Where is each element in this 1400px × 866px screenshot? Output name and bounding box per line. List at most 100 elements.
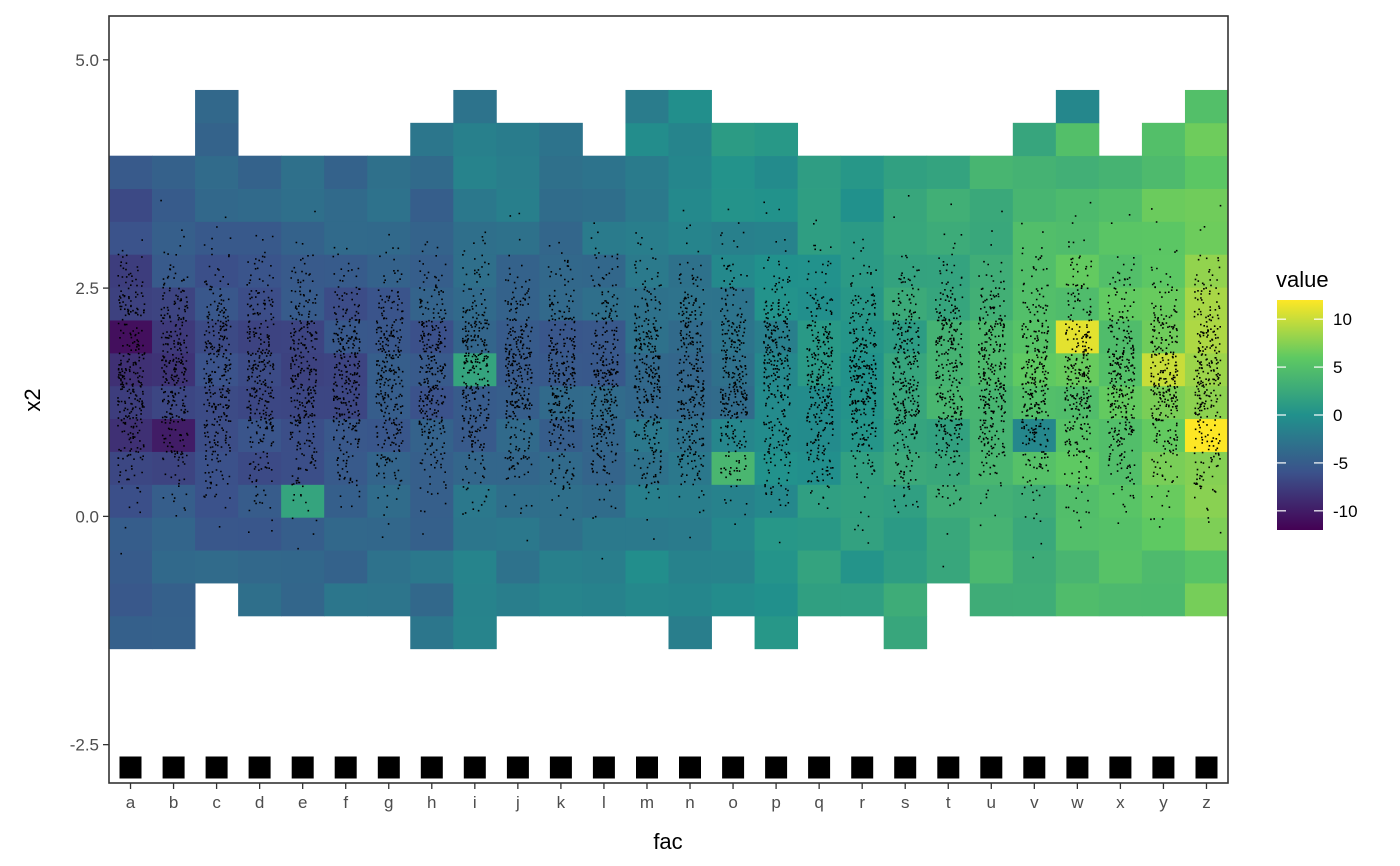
heatmap-cell	[453, 517, 497, 551]
heatmap-cell	[324, 484, 368, 518]
heatmap-cell	[883, 155, 928, 189]
heatmap-cell	[410, 451, 454, 485]
heatmap-cell	[195, 254, 239, 288]
heatmap-cell	[840, 550, 885, 584]
heatmap-cell	[625, 188, 669, 222]
rug-mark-o	[722, 756, 745, 779]
heatmap-cell	[1055, 352, 1100, 387]
heatmap-cell	[1184, 221, 1229, 255]
heatmap-cell	[711, 122, 755, 157]
heatmap-cell	[1098, 320, 1143, 354]
heatmap-cell	[539, 122, 583, 157]
heatmap-cell	[625, 517, 669, 551]
heatmap-cell	[1012, 517, 1057, 551]
heatmap-cell	[668, 320, 712, 354]
heatmap-cell	[410, 418, 454, 452]
heatmap-cell	[711, 517, 755, 551]
heatmap-cell	[1098, 583, 1143, 617]
heatmap-cell	[496, 155, 540, 189]
heatmap-cell	[496, 451, 540, 485]
heatmap-cell	[582, 320, 626, 354]
rug-mark-y	[1152, 756, 1175, 779]
heatmap-cell	[281, 418, 325, 452]
heatmap-cell	[1098, 155, 1143, 189]
heatmap-cell	[754, 122, 799, 157]
heatmap-cell	[969, 188, 1014, 222]
heatmap-cell	[668, 583, 712, 617]
heatmap-cell	[840, 583, 885, 617]
heatmap-cell	[496, 254, 540, 288]
heatmap-cell	[281, 451, 325, 485]
heatmap-cell	[1012, 418, 1057, 452]
heatmap-cell	[1141, 517, 1186, 551]
heatmap-cell	[367, 583, 411, 617]
heatmap-cell	[324, 155, 368, 189]
heatmap-cell	[195, 122, 239, 157]
heatmap-cell	[840, 352, 885, 387]
heatmap-cell	[754, 451, 799, 485]
heatmap-cell	[109, 287, 153, 321]
heatmap-cell	[711, 550, 755, 584]
heatmap-cell	[1141, 122, 1186, 157]
heatmap-cell	[410, 583, 454, 617]
heatmap-cell	[453, 451, 497, 485]
heatmap-cell	[281, 550, 325, 584]
heatmap-cell	[152, 320, 196, 354]
heatmap-cell	[668, 418, 712, 452]
y-axis-title: x2	[20, 388, 45, 411]
heatmap-cell	[453, 155, 497, 189]
x-tick-label: e	[298, 793, 307, 812]
heatmap-cell	[281, 221, 325, 255]
heatmap-cell	[1141, 155, 1186, 189]
heatmap-cell	[410, 615, 454, 650]
heatmap-cell	[281, 517, 325, 551]
heatmap-cell	[1012, 221, 1057, 255]
heatmap-cell	[926, 320, 971, 354]
heatmap-cell	[1098, 550, 1143, 584]
heatmap-cell	[496, 385, 540, 420]
jitter-points-s	[892, 195, 921, 514]
jitter-points-v	[1021, 222, 1050, 559]
rug-mark-u	[980, 756, 1003, 779]
heatmap-cell	[410, 320, 454, 354]
heatmap-cell	[539, 221, 583, 255]
heatmap-cell	[238, 583, 282, 617]
heatmap-cell	[367, 188, 411, 222]
heatmap-cell	[969, 484, 1014, 518]
heatmap-cell	[625, 89, 669, 124]
heatmap-cell	[797, 320, 842, 354]
x-axis-title: fac	[653, 829, 682, 854]
rug-mark-z	[1195, 756, 1218, 779]
heatmap-cell	[840, 484, 885, 518]
heatmap-cell	[453, 89, 497, 124]
x-axis: a b c d e f g h i j k l m n o p q r s t u v w x y z	[126, 783, 1211, 812]
heatmap-cell	[668, 155, 712, 189]
heatmap-cell	[582, 221, 626, 255]
heatmap-cell	[797, 517, 842, 551]
rug-mark-h	[420, 756, 443, 779]
x-tick-label: a	[126, 793, 136, 812]
heatmap-cell	[711, 320, 755, 354]
heatmap-cell	[410, 352, 454, 387]
heatmap-cell	[109, 615, 153, 650]
heatmap-cell	[883, 221, 928, 255]
heatmap-cell	[969, 221, 1014, 255]
heatmap-cell	[152, 385, 196, 420]
heatmap-cell	[410, 287, 454, 321]
heatmap-cell	[453, 385, 497, 420]
rug-mark-a	[119, 756, 142, 779]
heatmap-cell	[109, 583, 153, 617]
heatmap-cell	[367, 287, 411, 321]
heatmap-cell	[281, 287, 325, 321]
heatmap-cell	[883, 287, 928, 321]
x-tick-label: n	[685, 793, 694, 812]
jitter-points-d	[246, 234, 275, 533]
heatmap-cell	[711, 221, 755, 255]
heatmap-cell	[1141, 583, 1186, 617]
heatmap-cell	[195, 451, 239, 485]
heatmap-cell	[1098, 517, 1143, 551]
heatmap-cell	[195, 320, 239, 354]
heatmap-cell	[883, 320, 928, 354]
heatmap-cell	[926, 451, 971, 485]
jitter-points-q	[806, 219, 834, 509]
